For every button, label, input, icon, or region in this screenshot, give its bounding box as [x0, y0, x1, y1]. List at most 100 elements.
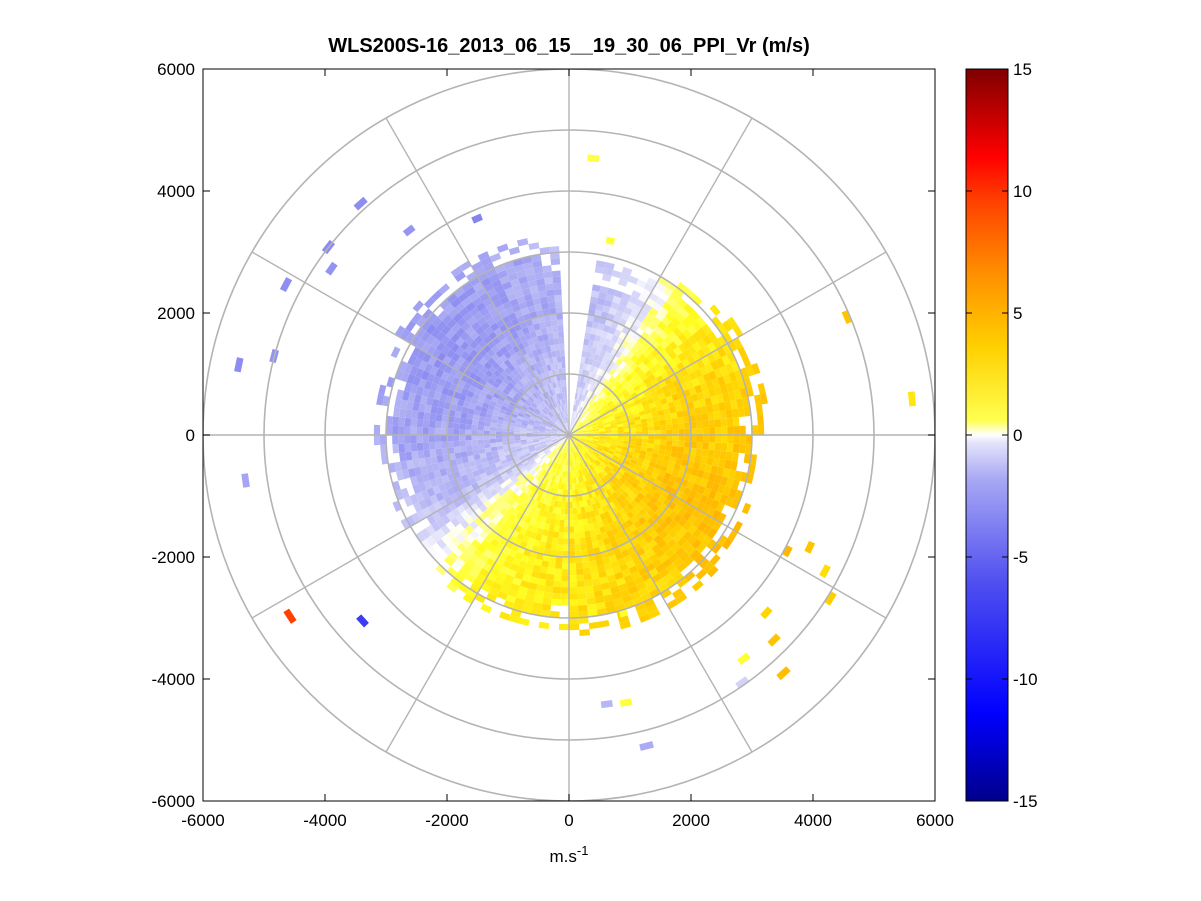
velocity-gate: [398, 435, 405, 444]
velocity-gate: [493, 492, 502, 501]
velocity-gate: [482, 386, 490, 394]
velocity-gate: [411, 410, 419, 420]
velocity-gate: [559, 489, 564, 496]
velocity-gate: [556, 433, 563, 435]
velocity-gate: [572, 417, 575, 424]
velocity-gate: [405, 332, 416, 344]
velocity-gate: [672, 504, 682, 514]
velocity-gate: [435, 331, 446, 342]
velocity-gate: [641, 438, 649, 444]
velocity-gate: [580, 448, 586, 454]
velocity-gate: [575, 433, 582, 435]
velocity-gate: [630, 591, 641, 601]
velocity-gate: [592, 438, 600, 442]
velocity-gate: [725, 363, 735, 374]
velocity-gate: [609, 459, 617, 465]
velocity-gate: [561, 501, 566, 509]
velocity-gate: [551, 438, 558, 441]
x-tick-labels: -6000 -4000 -2000 0 2000 4000 6000: [181, 811, 954, 830]
velocity-gate: [580, 416, 586, 422]
velocity-gate: [395, 470, 405, 481]
velocity-gate: [616, 577, 626, 586]
velocity-gate: [451, 537, 462, 548]
velocity-gate: [696, 391, 705, 401]
velocity-gate: [560, 425, 566, 431]
velocity-gate: [556, 444, 562, 450]
velocity-gate: [544, 429, 552, 433]
velocity-gate: [565, 465, 568, 472]
velocity-gate: [601, 330, 609, 339]
velocity-gate: [519, 370, 526, 379]
velocity-gate: [509, 446, 516, 451]
velocity-gate: [551, 592, 561, 600]
velocity-gate: [563, 477, 567, 484]
velocity-gate: [514, 404, 522, 411]
velocity-gate: [538, 489, 545, 497]
velocity-gate: [544, 436, 551, 439]
velocity-gate: [572, 458, 576, 466]
velocity-gate: [502, 560, 512, 569]
velocity-gate: [557, 431, 564, 434]
velocity-gate: [435, 384, 444, 394]
velocity-gate: [511, 304, 521, 313]
velocity-gate: [469, 583, 481, 594]
velocity-gate: [680, 459, 689, 467]
velocity-gate: [524, 267, 535, 276]
velocity-gate: [690, 428, 698, 435]
velocity-gate: [573, 426, 579, 431]
velocity-gate: [563, 446, 566, 453]
velocity-gate: [580, 475, 585, 483]
velocity-gate: [591, 442, 599, 446]
velocity-gate: [507, 363, 516, 372]
velocity-gate: [621, 266, 633, 276]
velocity-gate: [658, 529, 669, 540]
velocity-gate: [581, 493, 587, 501]
azimuth-spoke: [251, 434, 570, 619]
velocity-gate: [499, 275, 510, 285]
velocity-gate: [655, 563, 666, 574]
velocity-gate: [714, 385, 723, 396]
velocity-gate: [588, 384, 594, 392]
velocity-gate: [434, 420, 442, 429]
velocity-gate: [528, 396, 535, 403]
velocity-gate: [430, 289, 443, 302]
velocity-gate: [427, 471, 436, 481]
velocity-gate: [561, 575, 569, 582]
velocity-gate: [473, 454, 481, 461]
velocity-gate: [518, 363, 526, 371]
velocity-gate: [629, 515, 639, 524]
velocity-gate: [662, 301, 673, 312]
colorbar-tick-label: 5: [1013, 304, 1022, 323]
velocity-gate: [415, 531, 426, 543]
velocity-gate: [544, 415, 551, 421]
velocity-gate: [598, 570, 607, 579]
velocity-gate: [556, 544, 564, 551]
velocity-gate: [564, 471, 568, 478]
velocity-gate: [437, 400, 446, 409]
velocity-gate: [503, 260, 515, 270]
velocity-gate: [677, 416, 685, 424]
velocity-gate: [598, 423, 605, 428]
velocity-gate: [713, 450, 721, 459]
velocity-gate: [511, 509, 520, 517]
velocity-gate: [459, 260, 472, 272]
velocity-gate: [502, 424, 509, 429]
velocity-gate: [574, 437, 581, 440]
velocity-gate: [597, 323, 605, 331]
velocity-gate: [514, 432, 521, 435]
velocity-gate: [597, 342, 604, 350]
velocity-gate: [482, 374, 491, 382]
velocity-gate: [596, 297, 606, 306]
velocity-gate: [546, 383, 552, 391]
velocity-gate: [560, 513, 565, 521]
velocity-gate: [522, 402, 530, 409]
velocity-gate: [613, 412, 621, 418]
velocity-gate: [593, 590, 604, 598]
velocity-gate: [492, 381, 500, 389]
velocity-gate: [499, 499, 508, 508]
velocity-gate: [478, 448, 486, 455]
velocity-gate: [642, 317, 652, 327]
velocity-gate: [543, 399, 550, 406]
velocity-gate: [671, 393, 680, 402]
velocity-gate: [668, 552, 680, 563]
